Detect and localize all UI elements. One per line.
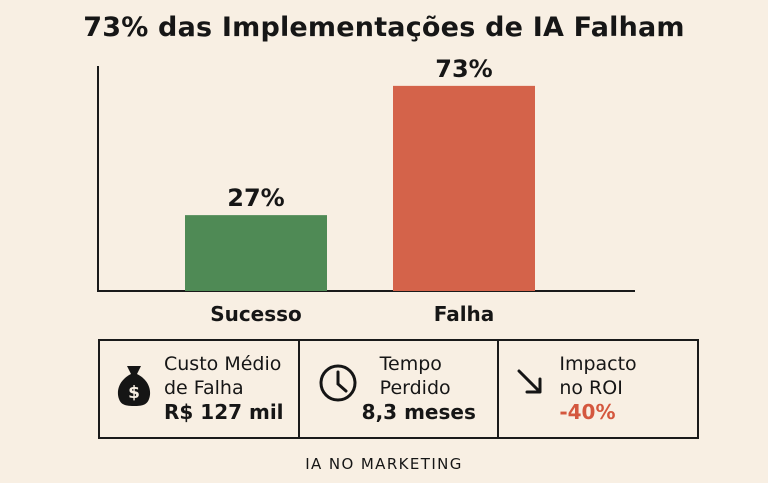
value-label-falha: 73% xyxy=(435,55,492,83)
money-bag-icon: $ xyxy=(117,366,151,406)
stat-time-label-1: Tempo xyxy=(379,353,442,375)
bar-sucesso xyxy=(185,215,327,291)
stats-panel: $ Custo Médio de Falha R$ 127 mil Tempo … xyxy=(98,339,699,439)
stat-time-value: 8,3 meses xyxy=(361,400,476,424)
trend-down-arrow-icon xyxy=(517,369,542,394)
stat-cost-label-1: Custo Médio xyxy=(164,353,282,375)
bar-falha xyxy=(393,85,535,292)
clock-icon xyxy=(319,364,357,402)
category-label-falha: Falha xyxy=(434,302,495,326)
stat-roi-label-2: no ROI xyxy=(559,377,623,399)
stat-time: Tempo Perdido 8,3 meses xyxy=(297,341,498,437)
stat-time-label-2: Perdido xyxy=(379,377,451,399)
bar-chart: 27% Sucesso 73% Falha xyxy=(97,55,635,326)
value-label-sucesso: 27% xyxy=(227,184,284,212)
stat-cost-label-2: de Falha xyxy=(164,377,244,399)
category-label-sucesso: Sucesso xyxy=(210,302,302,326)
stat-cost: $ Custo Médio de Falha R$ 127 mil xyxy=(100,341,298,437)
stat-roi-value: -40% xyxy=(559,400,616,424)
stat-cost-value: R$ 127 mil xyxy=(164,400,284,424)
footer-brand: IA NO MARKETING xyxy=(305,455,463,473)
stat-roi-label-1: Impacto xyxy=(559,353,637,375)
stat-roi: Impacto no ROI -40% xyxy=(497,341,697,437)
chart-title: 73% das Implementações de IA Falham xyxy=(83,12,685,43)
svg-text:$: $ xyxy=(128,383,140,403)
